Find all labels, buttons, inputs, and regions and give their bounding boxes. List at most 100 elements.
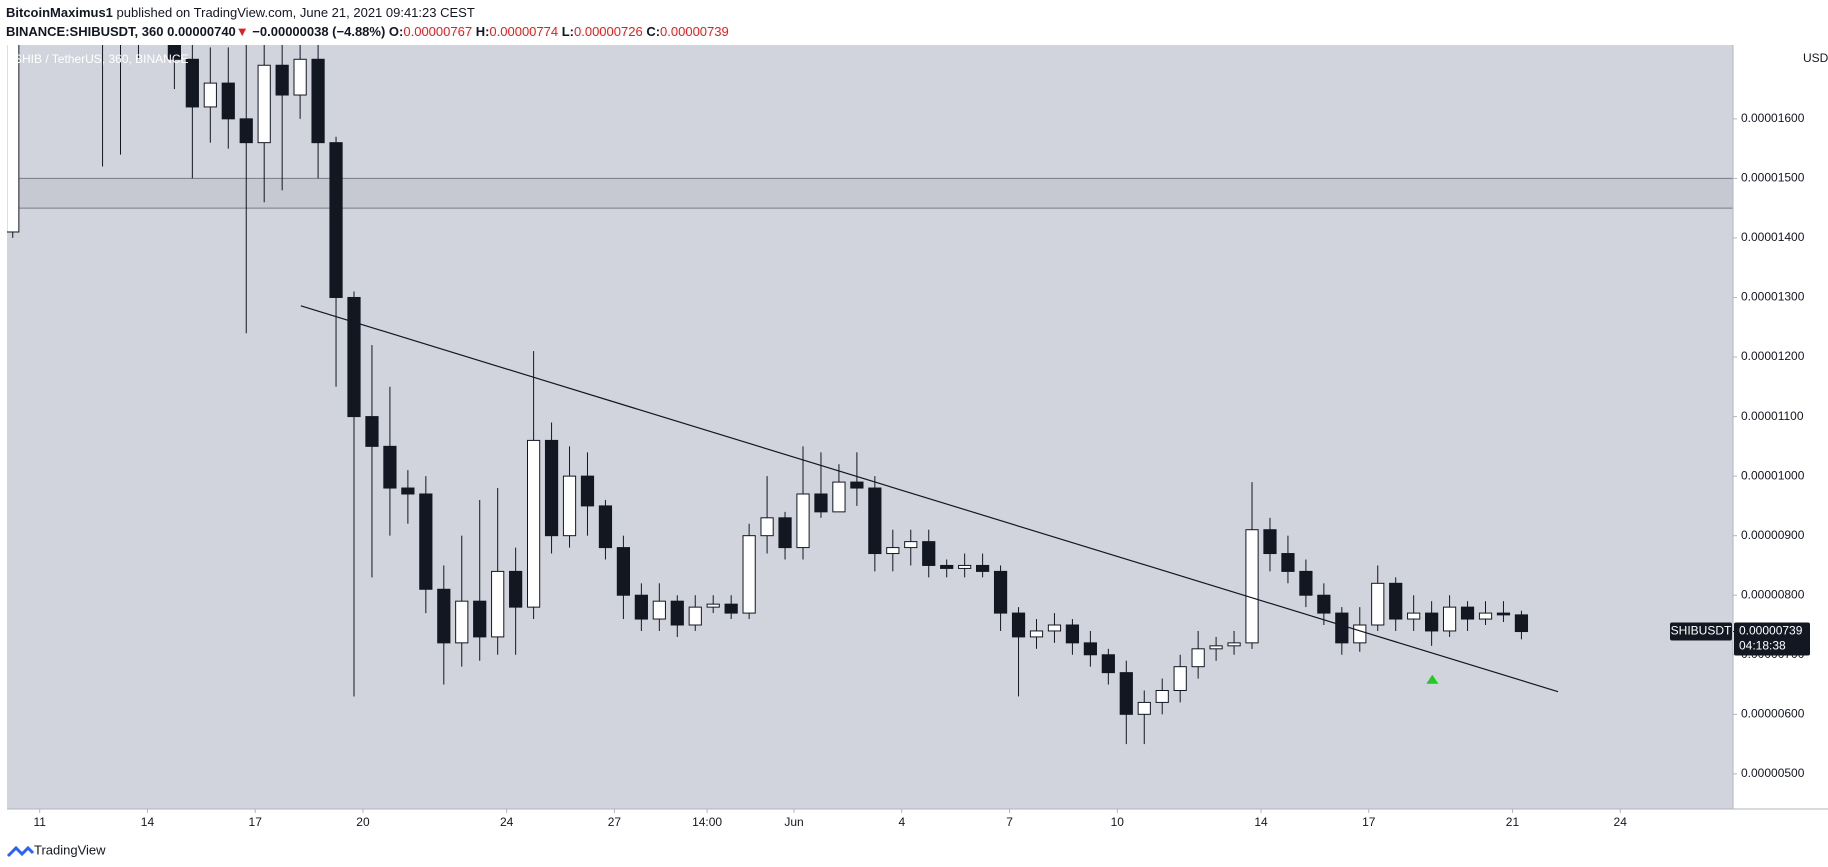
price-box — [1734, 622, 1810, 656]
author: BitcoinMaximus1 — [6, 5, 113, 20]
x-tick-label: 27 — [608, 815, 622, 829]
x-tick-label: 10 — [1111, 815, 1125, 829]
countdown-label: 04:18:38 — [1739, 639, 1786, 653]
candle-body — [958, 564, 972, 569]
candle-body — [760, 517, 774, 537]
candle-body — [1191, 648, 1205, 668]
candle-body — [1353, 624, 1367, 644]
candle-body — [778, 517, 792, 549]
y-tick-label: 0.00001600 — [1741, 111, 1805, 125]
symbol-box — [1670, 622, 1732, 641]
candle-body — [1407, 612, 1421, 620]
candle-body — [1101, 654, 1115, 674]
candle-body — [509, 570, 523, 608]
candle-body — [329, 142, 343, 298]
candle-body — [814, 493, 828, 513]
plot — [7, 0, 1733, 745]
candle-body — [1119, 672, 1133, 715]
candle-body — [1425, 612, 1439, 632]
candle-body — [1317, 594, 1331, 614]
candle-body — [580, 475, 595, 507]
candle-body — [850, 481, 864, 489]
o: 0.00000767 — [403, 24, 473, 39]
header: BitcoinMaximus1 published on TradingView… — [6, 3, 729, 41]
candle-body — [976, 564, 990, 572]
candle-body — [1263, 529, 1277, 555]
candle-body — [832, 481, 846, 513]
x-tick-label: 20 — [356, 815, 370, 829]
candle-body — [1281, 553, 1295, 572]
candle-body — [544, 439, 559, 537]
candle-body — [742, 535, 756, 614]
y-tick-label: 0.00001500 — [1741, 171, 1805, 185]
candle-body — [904, 541, 918, 549]
c: 0.00000739 — [660, 24, 729, 39]
plot-background — [7, 45, 1733, 809]
candle-body — [239, 118, 253, 144]
candle-body — [1155, 689, 1169, 703]
candle-body — [1335, 612, 1349, 644]
logo-icon — [6, 845, 35, 858]
candle-body — [868, 487, 882, 555]
c-label: C: — [646, 24, 661, 39]
candle-body — [688, 606, 702, 626]
y-tick-label: 0.00001100 — [1741, 409, 1804, 423]
y-tick-label: 0.00001400 — [1741, 230, 1805, 244]
candle-body — [275, 64, 289, 96]
candle-body — [150, 0, 162, 12]
candle-body — [1496, 612, 1511, 616]
candle-body — [796, 493, 810, 549]
candle-body — [1011, 612, 1026, 638]
candle-body — [598, 505, 613, 549]
legend: SHIB / TetherUS, 360, BINANCE — [14, 52, 189, 66]
l-label: L: — [561, 24, 574, 39]
candle-body — [1083, 642, 1097, 656]
candle-body — [1442, 606, 1457, 632]
candle-body — [185, 58, 199, 108]
candle-body — [491, 570, 505, 638]
candle-body — [455, 600, 469, 644]
x-tick-label: 14 — [141, 815, 155, 829]
published: published on TradingView.com, June 21, 2… — [116, 5, 475, 20]
x-tick-label: 24 — [500, 815, 514, 829]
candle-body — [1514, 614, 1529, 633]
candle-body — [922, 541, 936, 566]
last-price-label: 0.00000739 — [1739, 624, 1803, 638]
x-tick-label: 21 — [1506, 815, 1520, 829]
candle-body — [473, 600, 487, 638]
header-line: BINANCE:SHIBUSDT, 360 0.00000740▼ −0.000… — [6, 22, 729, 41]
candle-body — [670, 600, 684, 626]
candle-body — [1173, 666, 1187, 691]
candle-body — [1245, 529, 1259, 644]
y-tick-label: 0.00001000 — [1741, 468, 1805, 482]
symbol: BINANCE:SHIBUSDT, 360 — [6, 24, 164, 39]
axis-unit: USDT — [1803, 51, 1828, 65]
x-tick-label: Jun — [784, 815, 803, 829]
resistance-band — [7, 178, 1733, 209]
candle-body — [886, 547, 900, 555]
candle-body — [634, 594, 648, 620]
candle-body — [652, 600, 666, 620]
candle-body — [1029, 630, 1044, 638]
y-tick-label: 0.00000800 — [1741, 587, 1805, 601]
x-tick-label: 17 — [249, 815, 263, 829]
x-tick-label: 11 — [33, 815, 46, 829]
candle-body — [114, 0, 126, 24]
change: −0.00000038 (−4.88%) — [252, 24, 386, 39]
candle-body — [706, 603, 720, 608]
candle-body — [167, 45, 181, 60]
candle-body — [311, 58, 325, 144]
candle-body — [1299, 570, 1313, 596]
x-tick-label: 7 — [1006, 815, 1013, 829]
y-tick-label: 0.00001300 — [1741, 290, 1805, 304]
x-tick-label: 4 — [898, 815, 905, 829]
x-tick-label: 17 — [1362, 815, 1376, 829]
header-line: BitcoinMaximus1 published on TradingView… — [6, 3, 729, 22]
arrow: ▼ — [235, 24, 249, 39]
candle-body — [1371, 582, 1385, 626]
x-tick-label: 14 — [1254, 815, 1268, 829]
candle-body — [132, 0, 144, 24]
candle-body — [616, 547, 631, 596]
